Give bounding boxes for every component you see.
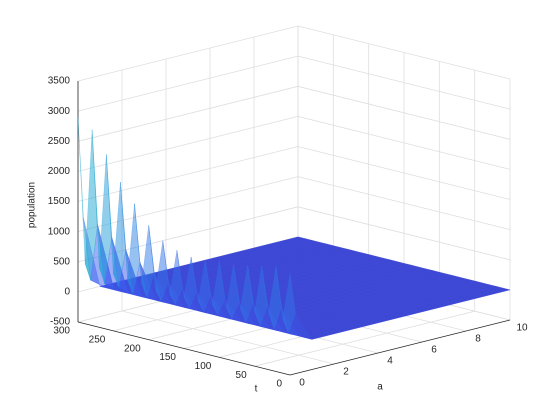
z-grid-line: [77, 146, 511, 202]
t-tick-label: 250: [89, 334, 106, 345]
z-grid-line: [77, 176, 511, 232]
a-tick-label: 4: [387, 356, 393, 367]
t-grid-line: [254, 70, 476, 367]
t-tick-label: 0: [276, 379, 282, 390]
a-tick-label: 0: [299, 378, 305, 389]
z-tick-label: 3500: [48, 76, 71, 87]
a-tick-label: 2: [343, 367, 349, 378]
t-tick-label: 100: [195, 361, 212, 372]
a-tick-label: 6: [431, 345, 437, 356]
z-tick-label: 500: [53, 256, 70, 267]
t-tick-label: 200: [124, 343, 141, 354]
z-axis-label: population: [27, 182, 38, 228]
tick-labels: -500050010001500200025003000350002468100…: [48, 76, 528, 390]
a-tick-label: 8: [475, 334, 481, 345]
z-grid-line: [77, 25, 511, 82]
z-tick-label: 0: [64, 287, 70, 298]
z-tick-label: 3000: [48, 106, 71, 117]
z-tick-label: 2000: [48, 166, 71, 177]
z-grid-line: [77, 115, 511, 172]
t-tick-label: 300: [53, 326, 70, 337]
floor-edge: [77, 319, 511, 376]
a-axis-label: a: [377, 382, 383, 393]
z-tick-label: -500: [50, 317, 70, 328]
z-tick-label: 2500: [48, 136, 71, 147]
surface: [77, 117, 511, 340]
z-tick-label: 1500: [48, 196, 71, 207]
t-tick-label: 150: [159, 352, 176, 363]
t-axis-label: t: [255, 384, 258, 395]
z-tick-label: 1000: [48, 226, 71, 237]
t-tick-label: 50: [236, 370, 248, 381]
surface-face: [282, 272, 296, 334]
z-grid-line: [77, 55, 511, 112]
a-tick-label: 10: [516, 323, 528, 334]
